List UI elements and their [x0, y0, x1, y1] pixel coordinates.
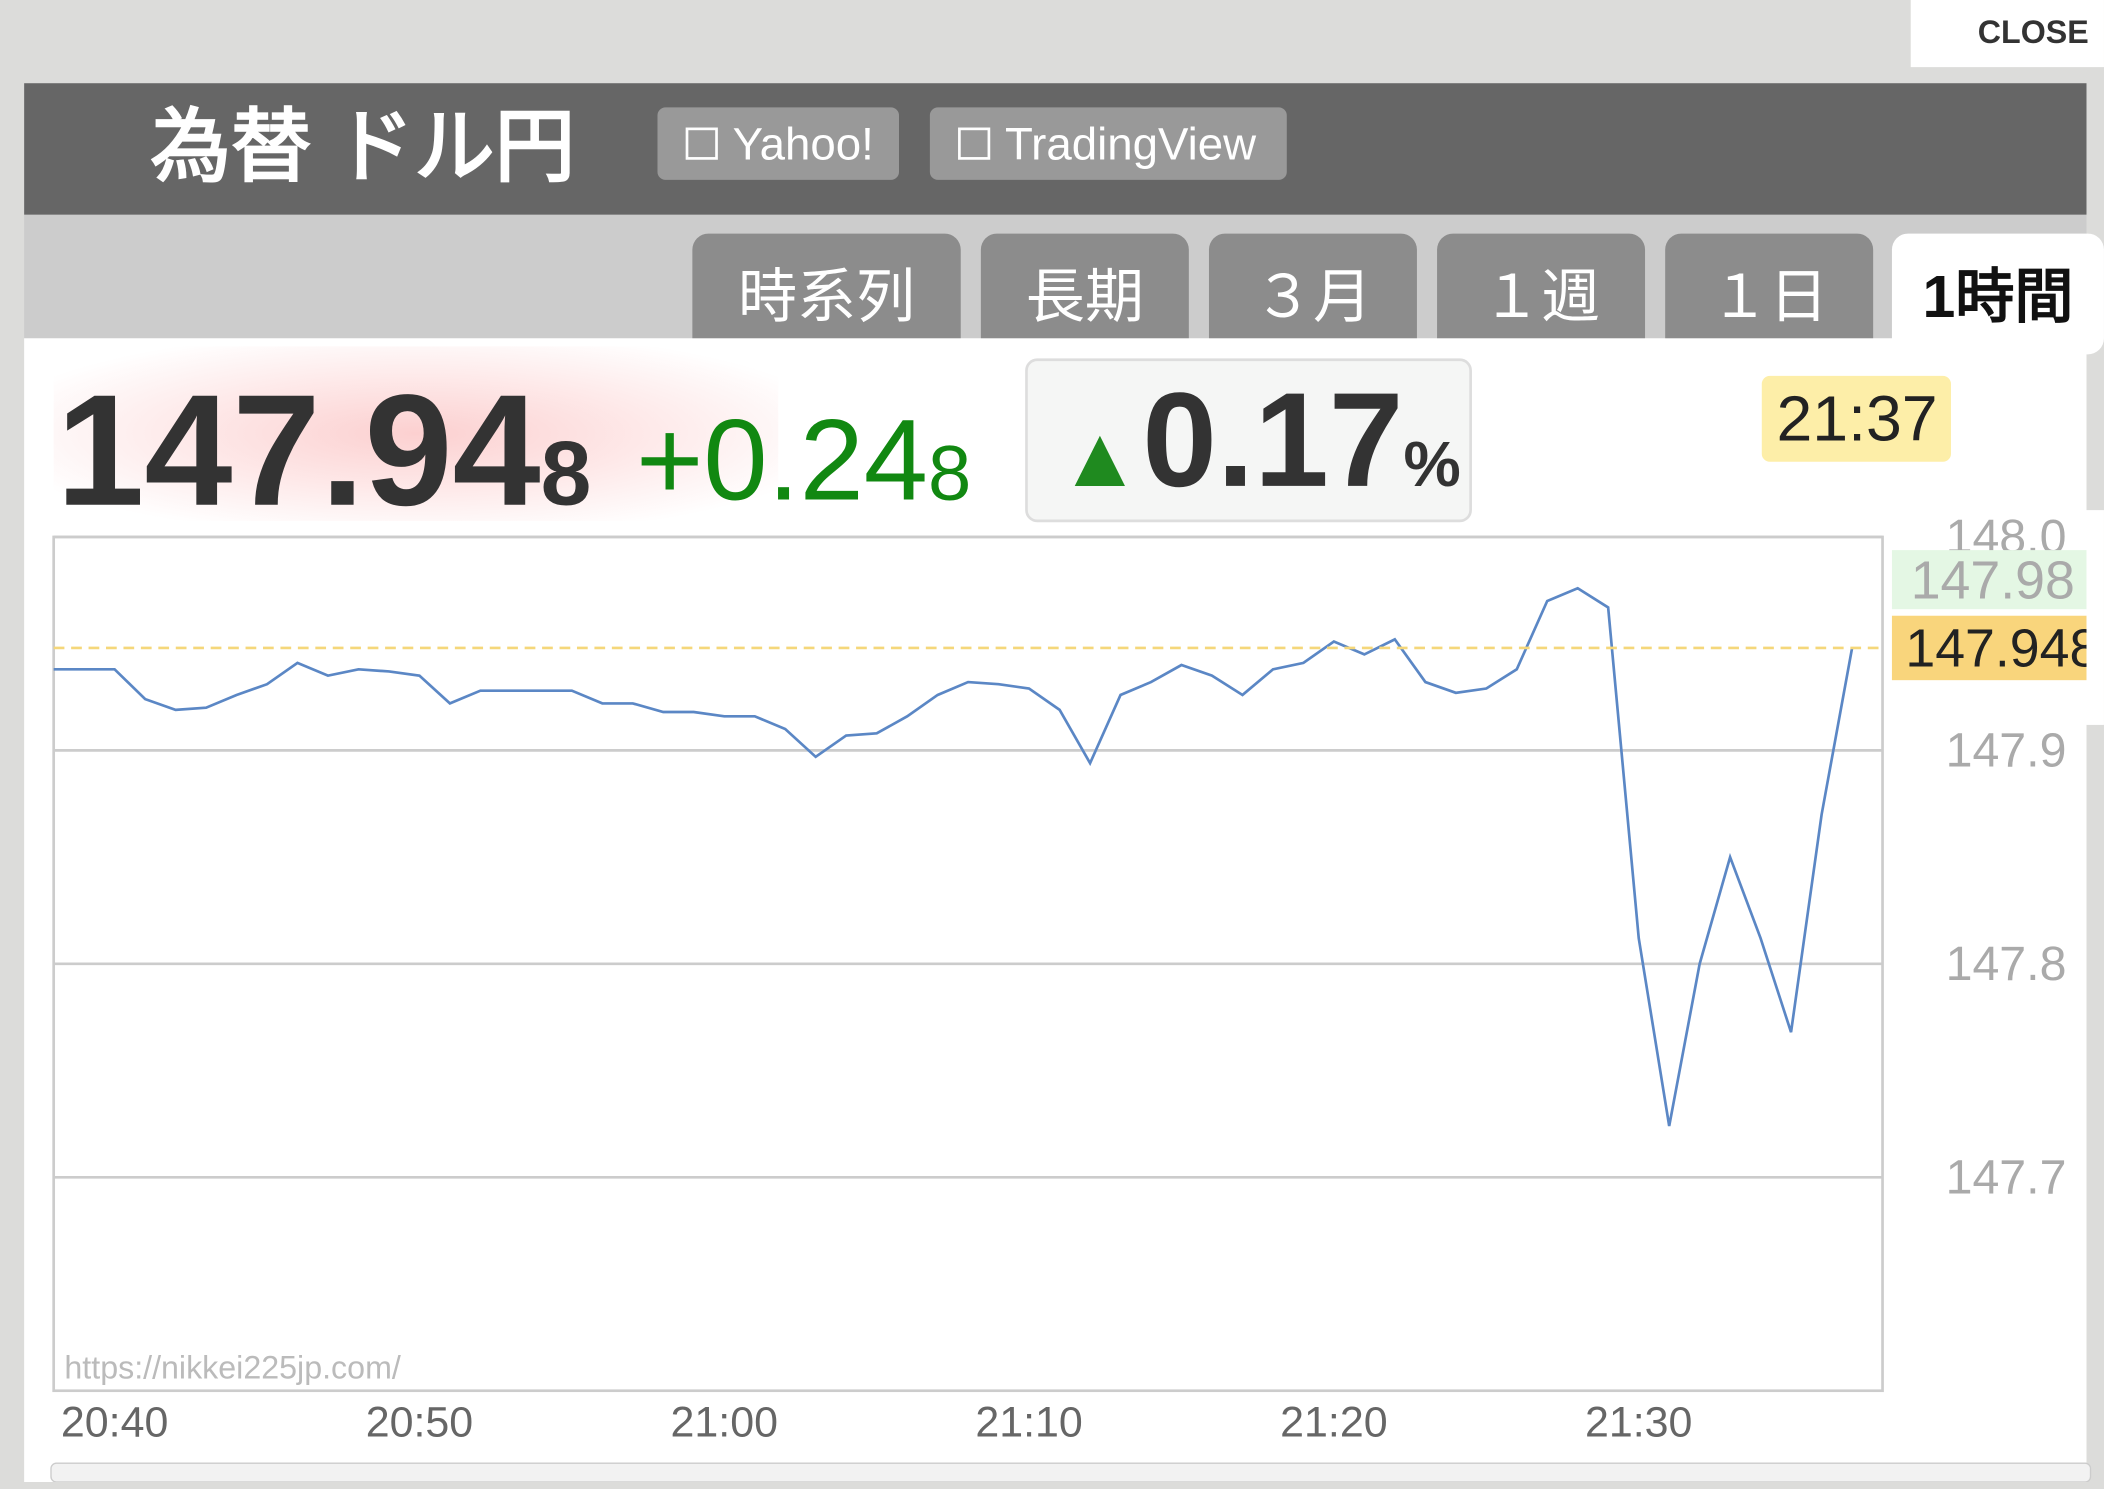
y-tick-label: 147.9	[1946, 724, 2067, 778]
high-label: 147.98	[1911, 550, 2075, 610]
tab[interactable]	[1208, 233, 1417, 355]
last-label: 147.948	[1905, 619, 2099, 679]
header-title: 為替 ドル円	[150, 102, 575, 192]
time: 21:37	[1776, 382, 1937, 454]
link-icon	[958, 127, 991, 160]
change: +0.248	[636, 396, 971, 524]
price-line	[53, 586, 1854, 1127]
link-label[interactable]: TradingView	[1005, 119, 1257, 170]
last-badge	[1891, 615, 2087, 681]
pct: ▲0.17%	[1057, 366, 1460, 515]
x-tick-label: 21:00	[671, 1398, 778, 1446]
x-tick-label: 21:30	[1585, 1398, 1692, 1446]
pct-unit: %	[1403, 428, 1460, 500]
tab-label[interactable]: ３月	[1254, 264, 1372, 330]
pct-arrow: ▲	[1057, 409, 1142, 505]
tab-label[interactable]: １日	[1710, 264, 1828, 330]
x-tick-label: 21:10	[975, 1398, 1082, 1446]
pct-value: 0.17	[1142, 366, 1403, 515]
high-badge	[1891, 550, 2087, 610]
y-tick-label: 147.8	[1946, 937, 2067, 991]
price-main: 147.94	[56, 362, 540, 539]
time-badge	[1761, 375, 1951, 462]
tab-label[interactable]: １週	[1482, 264, 1600, 330]
x-tick-label: 20:50	[366, 1398, 473, 1446]
y-tick-label: 147.7	[1946, 1150, 2067, 1204]
price: 147.948	[56, 362, 591, 539]
tab[interactable]	[1665, 233, 1874, 355]
change-sub: 8	[928, 430, 971, 516]
close-label[interactable]: CLOSE	[1978, 14, 2089, 50]
tab[interactable]	[1437, 233, 1646, 355]
pct-box	[1025, 358, 1472, 523]
tab-label[interactable]: 1時間	[1922, 264, 2073, 330]
link-label[interactable]: Yahoo!	[733, 119, 874, 170]
edge-mask	[2086, 510, 2104, 725]
price-sub: 8	[541, 423, 592, 525]
bottom-bar	[50, 1462, 2092, 1483]
watermark: https://nikkei225jp.com/	[64, 1350, 400, 1386]
tab-label[interactable]: 長期	[1026, 264, 1144, 330]
link-button[interactable]	[657, 107, 900, 180]
link-button[interactable]	[929, 107, 1287, 180]
price-highlight	[53, 346, 779, 521]
x-tick-label: 20:40	[61, 1398, 168, 1446]
x-tick-label: 21:20	[1280, 1398, 1387, 1446]
tabs: 時系列 長期 ３月 １週 １日 1時間	[692, 233, 2104, 355]
tab[interactable]	[980, 233, 1189, 355]
close-button[interactable]	[1910, 0, 2104, 68]
change-main: +0.24	[636, 396, 928, 524]
tab[interactable]	[1891, 233, 2104, 355]
tab-label[interactable]: 時系列	[738, 264, 915, 330]
link-icon	[685, 127, 718, 160]
tab[interactable]	[692, 233, 961, 355]
